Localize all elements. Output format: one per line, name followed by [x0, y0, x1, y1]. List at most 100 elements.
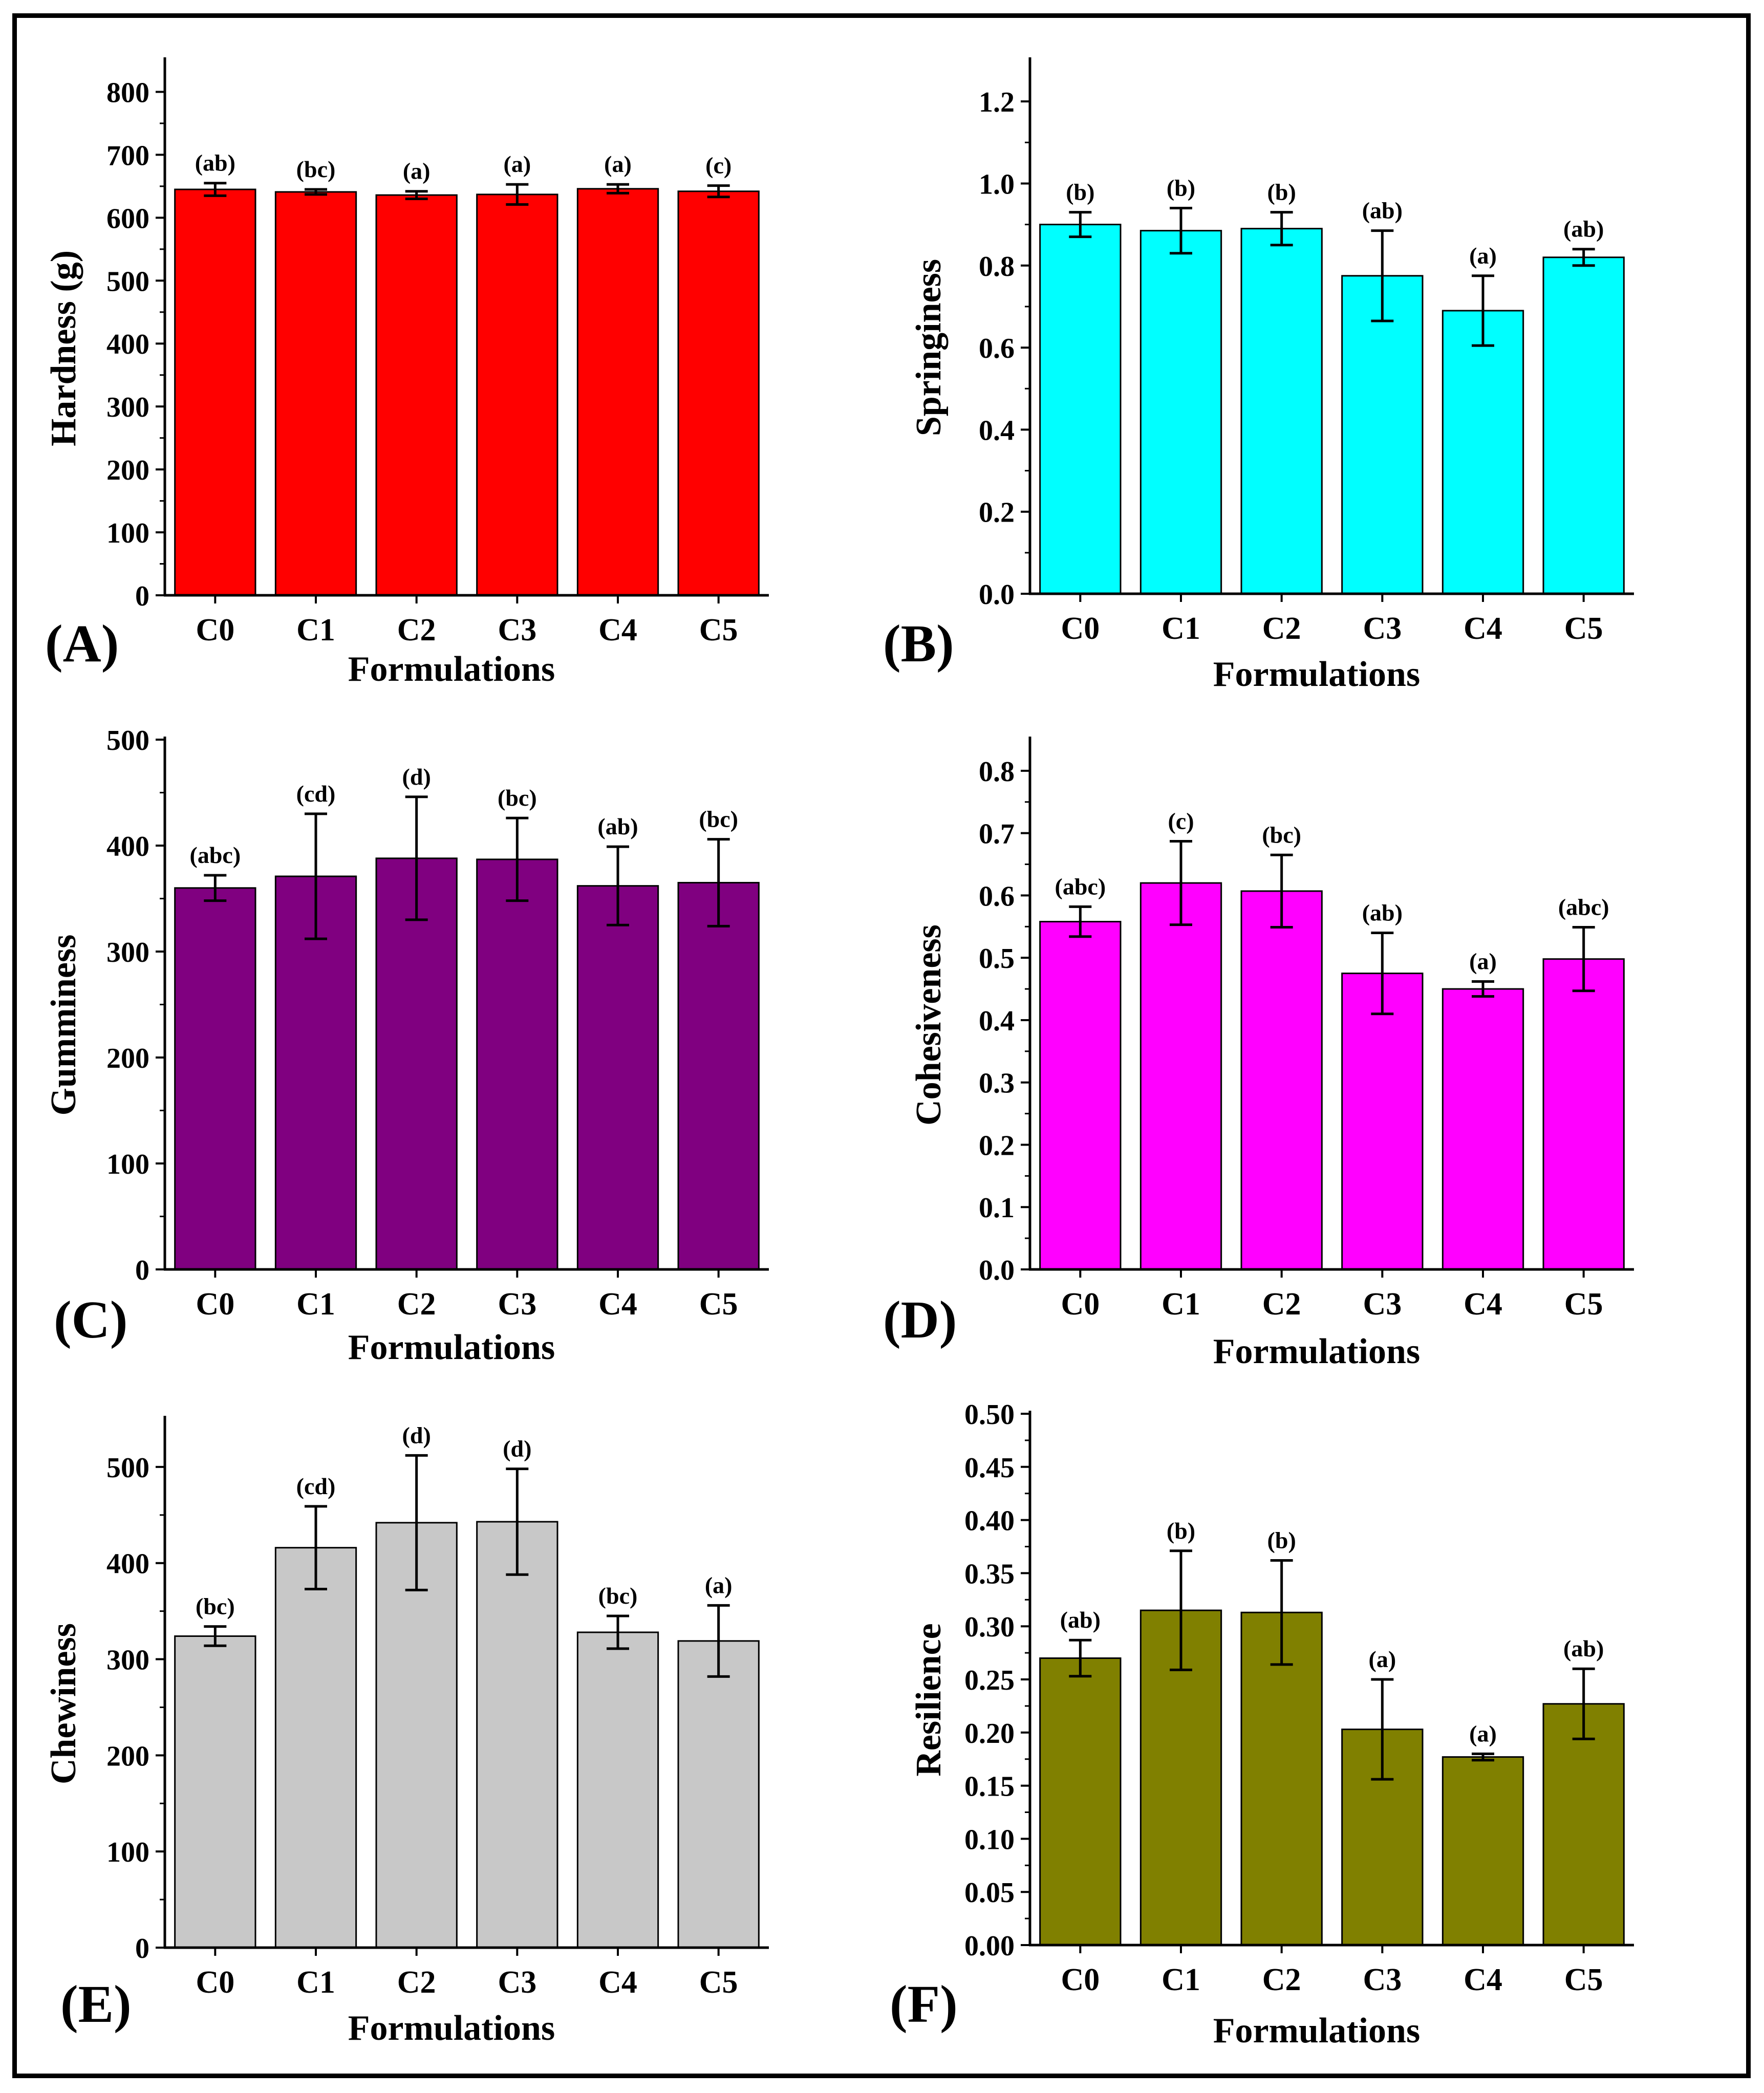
- y-axis-title: Springiness: [909, 259, 949, 436]
- y-tick-label: 0.15: [964, 1771, 1015, 1803]
- significance-label: (a): [705, 1572, 733, 1598]
- y-tick-label: 0.45: [964, 1452, 1015, 1484]
- y-axis-title: Resilience: [909, 1623, 949, 1776]
- x-tick-label: C3: [498, 1287, 536, 1322]
- significance-label: (b): [1267, 1527, 1296, 1553]
- x-tick-label: C4: [598, 1287, 637, 1322]
- bar-c5: [677, 881, 760, 1270]
- y-tick-label: 0.0: [979, 1255, 1015, 1286]
- y-tick-label: 0.6: [979, 880, 1015, 912]
- error-bar-c1: [1170, 839, 1192, 926]
- y-tick-label: 0.20: [964, 1718, 1015, 1750]
- y-axis-title: Gumminess: [44, 935, 83, 1116]
- error-bar-c4: [1472, 1752, 1494, 1762]
- y-tick-label: 0.6: [979, 333, 1015, 364]
- x-tick-label: C1: [1161, 1287, 1200, 1322]
- chart-panel-c: (abc) C0 (cd) C1 (d) C2 (bc) C3 (ab) C4 (bc) C5 0 100…: [44, 725, 769, 1367]
- bar-c1: [1139, 882, 1222, 1270]
- error-bar-c4: [607, 1614, 629, 1650]
- error-bar-c1: [1170, 1549, 1192, 1671]
- y-tick-label: 100: [106, 1149, 149, 1180]
- error-bar-c0: [204, 874, 227, 902]
- y-tick-label: 0.40: [964, 1505, 1015, 1537]
- y-tick-label: 400: [106, 329, 149, 360]
- x-tick-label: C0: [196, 1287, 234, 1322]
- significance-label: (ab): [1060, 1607, 1101, 1633]
- x-tick-label: C3: [498, 613, 536, 648]
- significance-label: (cd): [296, 1473, 336, 1499]
- y-tick-label: 500: [106, 725, 149, 757]
- chart-panel-a: (ab) C0 (bc) C1 (a) C2 (a) C3 (a) C4 (c) C5 0 100 200 3…: [44, 57, 769, 689]
- y-axis-title: Hardness (g): [44, 250, 83, 446]
- error-bar-c2: [1270, 211, 1293, 247]
- significance-label: (a): [504, 151, 531, 177]
- x-axis-title: Formulations: [348, 1328, 555, 1367]
- x-axis-title: Formulations: [348, 650, 555, 689]
- x-tick-label: C5: [1564, 1962, 1603, 1997]
- significance-label: (abc): [190, 842, 241, 868]
- bar-c4: [1442, 988, 1524, 1270]
- significance-label: (ab): [597, 813, 638, 839]
- x-tick-label: C5: [1564, 1287, 1603, 1322]
- y-tick-label: 1.0: [979, 168, 1015, 200]
- y-tick-label: 0.5: [979, 943, 1015, 975]
- chart-panel-f: (ab) C0 (b) C1 (b) C2 (a) C3 (a) C4 (ab) C5 0.00 0.05…: [890, 1399, 1634, 2051]
- x-tick-label: C2: [1262, 611, 1301, 646]
- bar-c3: [1341, 973, 1424, 1270]
- bar-c5: [677, 1640, 760, 1949]
- bar-c5: [1542, 256, 1625, 595]
- y-tick-label: 400: [106, 831, 149, 862]
- significance-label: (a): [1469, 948, 1497, 974]
- error-bar-c5: [1572, 926, 1595, 992]
- y-tick-label: 200: [106, 455, 149, 486]
- bar-c2: [375, 194, 458, 596]
- significance-label: (b): [1167, 1518, 1195, 1544]
- x-tick-label: C0: [1061, 1287, 1100, 1322]
- y-tick-label: 100: [106, 517, 149, 549]
- error-bar-c0: [1069, 905, 1092, 938]
- x-tick-label: C3: [1363, 611, 1402, 646]
- significance-label: (bc): [296, 156, 336, 182]
- bar-c0: [1039, 921, 1122, 1270]
- error-bar-c3: [1371, 229, 1394, 322]
- x-axis-title: Formulations: [1213, 1332, 1420, 1371]
- bar-c3: [476, 1521, 558, 1949]
- significance-label: (ab): [1362, 198, 1403, 224]
- panel-letter: (A): [45, 614, 119, 673]
- x-tick-label: C5: [699, 1965, 738, 2000]
- x-tick-label: C0: [196, 613, 234, 648]
- bar-c4: [576, 188, 659, 596]
- error-bar-c2: [405, 795, 428, 921]
- y-axis-title: Chewiness: [44, 1623, 83, 1784]
- significance-label: (a): [403, 158, 431, 184]
- chart-panel-d: (abc) C0 (c) C1 (bc) C2 (ab) C3 (a) C4 (abc) C5 0.0 0…: [883, 737, 1634, 1371]
- bar-c5: [1542, 958, 1625, 1270]
- significance-label: (d): [503, 1436, 531, 1462]
- bar-c3: [1341, 275, 1424, 595]
- x-tick-label: C4: [1464, 611, 1502, 646]
- y-tick-label: 200: [106, 1740, 149, 1772]
- significance-label: (b): [1066, 179, 1094, 205]
- chart-panel-e: (bc) C0 (cd) C1 (d) C2 (d) C3 (bc) C4 (a) C5 0 100 200…: [44, 1416, 769, 2048]
- significance-label: (bc): [498, 785, 537, 811]
- y-tick-label: 0.10: [964, 1824, 1015, 1855]
- error-bar-c3: [506, 183, 529, 206]
- x-tick-label: C0: [1061, 1962, 1100, 1997]
- y-tick-label: 0.50: [964, 1399, 1015, 1431]
- y-tick-label: 0: [135, 1255, 149, 1286]
- bar-c1: [274, 1547, 357, 1949]
- error-bar-c2: [1270, 1559, 1293, 1666]
- chart-panel-b: (b) C0 (b) C1 (b) C2 (ab) C3 (a) C4 (ab) C5 0.0 0.2 0.…: [883, 57, 1634, 694]
- panel-letter: (D): [883, 1290, 957, 1349]
- y-tick-label: 0.8: [979, 251, 1015, 283]
- y-tick-label: 200: [106, 1043, 149, 1074]
- x-tick-label: C1: [1161, 611, 1200, 646]
- error-bar-c5: [707, 1604, 730, 1678]
- bar-c0: [174, 188, 256, 596]
- error-bar-c1: [305, 188, 327, 196]
- x-tick-label: C1: [296, 1287, 335, 1322]
- x-tick-label: C1: [296, 1965, 335, 2000]
- x-tick-label: C5: [699, 1287, 738, 1322]
- bar-c0: [1039, 1657, 1122, 1946]
- y-tick-label: 0.3: [979, 1068, 1015, 1099]
